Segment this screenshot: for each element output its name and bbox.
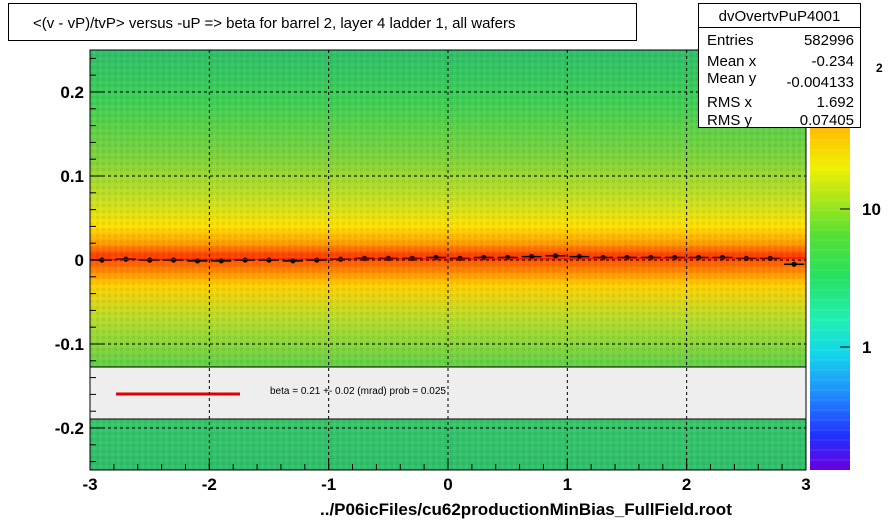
stat-row-mean-x: Mean x -0.234 — [707, 53, 854, 73]
stat-value: -0.004133 — [786, 74, 854, 91]
stat-label: RMS x — [707, 94, 752, 111]
profile-point — [552, 253, 559, 259]
profile-series — [89, 253, 807, 267]
x-tick-label: 0 — [443, 475, 452, 494]
stat-row-mean-y: Mean y -0.004133 — [707, 70, 854, 91]
x-tick-label: -1 — [321, 475, 336, 494]
profile-point — [624, 254, 630, 261]
stat-row-entries: Entries 582996 — [707, 32, 854, 52]
x-tick-label: -2 — [202, 475, 217, 494]
plot-border — [89, 49, 807, 471]
x-tick-label: -3 — [82, 475, 97, 494]
x-tick-label: 1 — [563, 475, 572, 494]
y-tick-label: 0 — [75, 251, 84, 270]
stat-value: -0.234 — [811, 53, 854, 70]
profile-point — [791, 261, 797, 267]
x-tick-label: 3 — [801, 475, 810, 494]
profile-point — [314, 257, 320, 263]
stat-label: Mean x — [707, 53, 757, 70]
stat-label: Entries — [707, 32, 754, 49]
stat-row-rms-y: RMS y 0.07405 — [707, 112, 854, 132]
y-tick-label: 0.2 — [60, 83, 84, 102]
grid-lines — [90, 50, 806, 470]
source-file-label: ../P06icFiles/cu62productionMinBias_Full… — [320, 500, 732, 519]
stats-box: dvOvertvPuP4001 Entries 582996 Mean x -0… — [698, 3, 861, 129]
stat-value: 582996 — [803, 32, 854, 49]
stat-value: 1.692 — [816, 94, 854, 111]
stats-separator — [699, 27, 860, 28]
profile-point — [242, 257, 248, 263]
y-tick-label: 0.1 — [60, 167, 84, 186]
fit-line — [89, 257, 807, 261]
axes: -3 -2 -1 0 1 2 3 -0.2 -0.1 0 0.1 0.2 — [55, 57, 811, 494]
stat-row-rms-x: RMS x 1.692 — [707, 94, 854, 114]
title-box: <(v - vP)/tvP> versus -uP => beta for ba… — [8, 3, 637, 41]
y-tick-label: -0.2 — [55, 419, 84, 438]
y-tick-label: -0.1 — [55, 335, 84, 354]
stat-label: Mean y — [707, 70, 757, 87]
profile-point — [648, 254, 654, 261]
plot-title: <(v - vP)/tvP> versus -uP => beta for ba… — [33, 15, 516, 32]
z-tick-label: 10 — [862, 200, 881, 219]
profile-point — [600, 254, 606, 261]
z-top-label-fragment: 2 — [876, 61, 883, 75]
x-tick-label: 2 — [682, 475, 691, 494]
plot-frame: -3 -2 -1 0 1 2 3 -0.2 -0.1 0 0.1 0.2 — [55, 49, 811, 494]
z-tick-label: 1 — [862, 338, 871, 357]
stat-value: 0.07405 — [799, 112, 854, 129]
stats-histogram-name: dvOvertvPuP4001 — [718, 8, 841, 25]
stat-label: RMS y — [707, 112, 752, 129]
profile-point — [266, 257, 272, 263]
fit-legend-text: beta = 0.21 +- 0.02 (mrad) prob = 0.025 — [270, 386, 446, 397]
